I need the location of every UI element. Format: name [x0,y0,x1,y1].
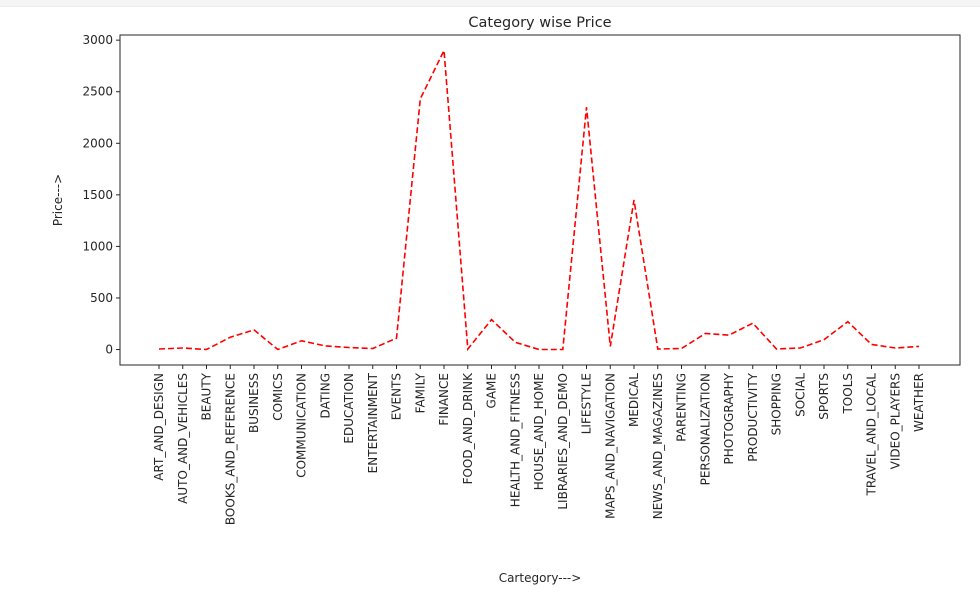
x-tick-label: ENTERTAINMENT [366,372,380,473]
y-tick-label: 2500 [82,85,113,99]
y-axis: 0 500 1000 1500 2000 2500 3000 [82,33,120,357]
y-tick-label: 500 [90,291,113,305]
x-tick-label: AUTO_AND_VEHICLES [176,373,190,504]
x-tick-label: GAME [485,373,499,408]
x-tick-label: TOOLS [841,373,855,415]
x-tick-label: PARENTING [675,373,689,442]
x-tick-label: BOOKS_AND_REFERENCE [223,373,237,525]
x-tick-label: HOUSE_AND_HOME [532,373,546,490]
x-tick-label: COMICS [271,373,285,421]
x-tick-label: SPORTS [817,373,831,420]
x-tick-label: DATING [318,373,332,418]
x-axis-label: Cartegory---> [499,571,582,585]
y-tick-label: 3000 [82,33,113,47]
y-tick-label: 1000 [82,239,113,253]
x-tick-label: LIBRARIES_AND_DEMO [556,373,570,510]
x-tick-label: PRODUCTIVITY [746,372,760,461]
x-tick-label: VIDEO_PLAYERS [888,373,902,469]
x-tick-label: FOOD_AND_DRINK [461,372,475,485]
x-tick-label: EDUCATION [342,373,356,444]
x-tick-label: BUSINESS [247,373,261,433]
x-tick-label: FAMILY [413,372,427,413]
notebook-top-bar [0,0,980,7]
x-tick-label: WEATHER [912,373,926,432]
x-tick-label: COMMUNICATION [295,373,309,478]
series-line-price [158,47,920,352]
y-tick-label: 1500 [82,188,113,202]
plot-area-frame [119,34,961,366]
x-tick-label: BEAUTY [200,372,214,420]
y-axis-label: Price---> [51,174,65,226]
x-tick-label: PERSONALIZATION [698,373,712,485]
x-tick-label: NEWS_AND_MAGAZINES [651,373,665,519]
x-tick-label: FINANCE [437,373,451,426]
x-tick-label: TRAVEL_AND_LOCAL [865,373,879,497]
x-axis: ART_AND_DESIGN AUTO_AND_VEHICLES BEAUTY BOO… [152,365,926,525]
x-tick-label: ART_AND_DESIGN [152,373,166,481]
x-tick-label: SOCIAL [793,373,807,417]
x-tick-label: MEDICAL [627,373,641,427]
x-tick-label: LIFESTYLE [580,373,594,434]
x-tick-label: EVENTS [390,373,404,420]
y-tick-label: 0 [105,343,113,357]
chart-title: Category wise Price [468,15,611,31]
x-tick-label: PHOTOGRAPHY [722,372,736,464]
x-tick-label: MAPS_AND_NAVIGATION [603,373,617,519]
x-tick-label: SHOPPING [770,373,784,435]
x-tick-label: HEALTH_AND_FITNESS [508,373,522,507]
y-tick-label: 2000 [82,136,113,150]
